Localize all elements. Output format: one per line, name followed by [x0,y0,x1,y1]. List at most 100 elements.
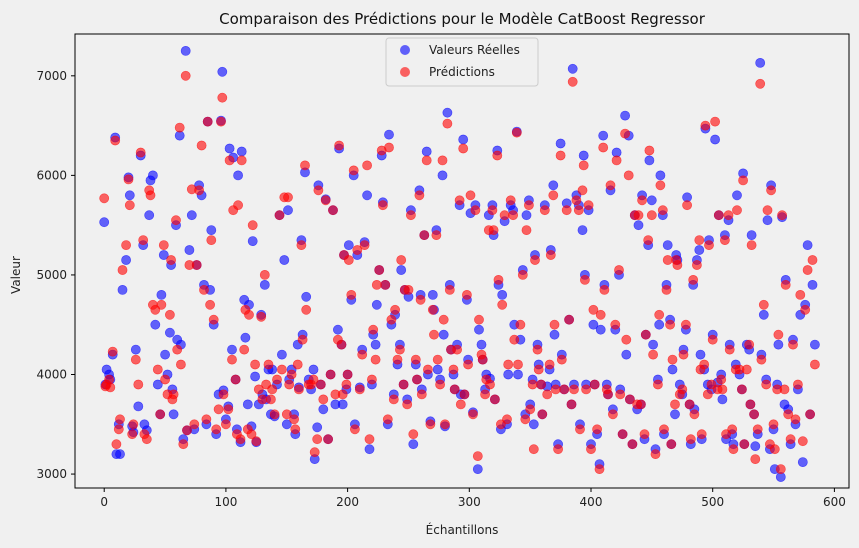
point-prediction [152,364,163,375]
point-real-value [217,66,228,77]
point-prediction [328,205,338,216]
point-prediction [588,304,599,315]
point-prediction [561,205,572,216]
point-prediction [480,389,490,400]
point-real-value [308,364,319,375]
point-real-value [758,309,769,320]
point-real-value [633,220,644,231]
point-prediction [667,354,678,365]
point-prediction [713,210,724,221]
x-tick-label: 400 [580,495,603,509]
point-prediction [517,269,528,280]
point-prediction [99,193,110,204]
point-real-value [124,190,135,201]
point-prediction [362,160,372,171]
point-prediction [320,195,331,206]
point-prediction [677,384,688,395]
point-prediction [309,447,320,458]
point-prediction [274,210,285,221]
point-prediction [640,329,651,340]
point-prediction [422,364,433,375]
point-real-value [168,409,179,420]
point-real-value [421,146,432,157]
point-prediction [575,424,585,435]
point-prediction [797,436,808,447]
point-prediction [555,150,566,161]
point-real-value [472,464,483,474]
point-prediction [438,314,449,325]
point-prediction [416,389,427,400]
point-prediction [455,399,466,410]
point-prediction [533,364,544,375]
point-prediction [216,116,226,127]
point-prediction [793,379,803,390]
point-prediction [580,274,590,285]
point-prediction [265,394,276,405]
point-prediction [312,434,323,445]
point-prediction [156,299,167,310]
point-prediction [448,364,459,375]
point-prediction [259,269,270,280]
point-prediction [539,205,550,216]
point-prediction [615,389,626,400]
point-prediction [505,195,516,206]
point-prediction [253,384,264,395]
point-prediction [286,369,297,380]
point-prediction [762,205,773,216]
point-prediction [684,399,695,410]
x-tick-label: 0 [100,495,108,509]
point-prediction [281,409,292,420]
point-prediction [175,359,186,370]
point-prediction [325,369,336,380]
point-prediction [746,240,757,250]
point-prediction [127,429,138,440]
point-prediction [692,260,702,270]
point-prediction [732,205,742,216]
point-real-value [497,289,508,300]
point-prediction [802,265,813,275]
point-prediction [313,185,324,196]
point-prediction [521,225,532,235]
point-real-value [802,240,813,250]
point-prediction [342,369,353,380]
point-real-value [648,339,658,350]
x-tick-label: 100 [214,495,237,509]
point-prediction [323,434,333,445]
point-real-value [567,63,578,74]
point-real-value [164,327,175,338]
point-prediction [741,364,752,375]
x-tick-label: 600 [823,495,846,509]
point-prediction [661,284,672,295]
point-prediction [191,260,202,270]
point-prediction [769,444,780,455]
point-prediction [208,314,219,325]
point-prediction [795,289,806,300]
legend-label-predictions: Prédictions [429,65,495,79]
y-tick-label: 4000 [36,368,67,382]
point-prediction [720,235,730,245]
point-prediction [611,155,622,166]
point-prediction [497,299,508,310]
point-prediction [405,210,416,221]
point-real-value [247,236,258,246]
point-prediction [470,205,481,216]
point-prediction [337,389,348,400]
point-prediction [525,404,536,415]
point-real-value [437,170,448,181]
point-prediction [444,284,455,295]
point-prediction [564,314,574,325]
point-real-value [364,444,375,455]
point-prediction [657,205,668,216]
point-prediction [388,394,399,405]
point-prediction [178,439,189,450]
point-prediction [681,319,691,330]
point-prediction [437,155,448,166]
point-prediction [370,354,381,365]
point-real-value [670,409,680,420]
point-prediction [780,279,791,290]
point-prediction [115,414,125,425]
point-prediction [621,334,632,345]
point-prediction [672,260,683,270]
point-real-value [549,329,560,340]
x-axis-title: Échantillons [426,522,499,537]
